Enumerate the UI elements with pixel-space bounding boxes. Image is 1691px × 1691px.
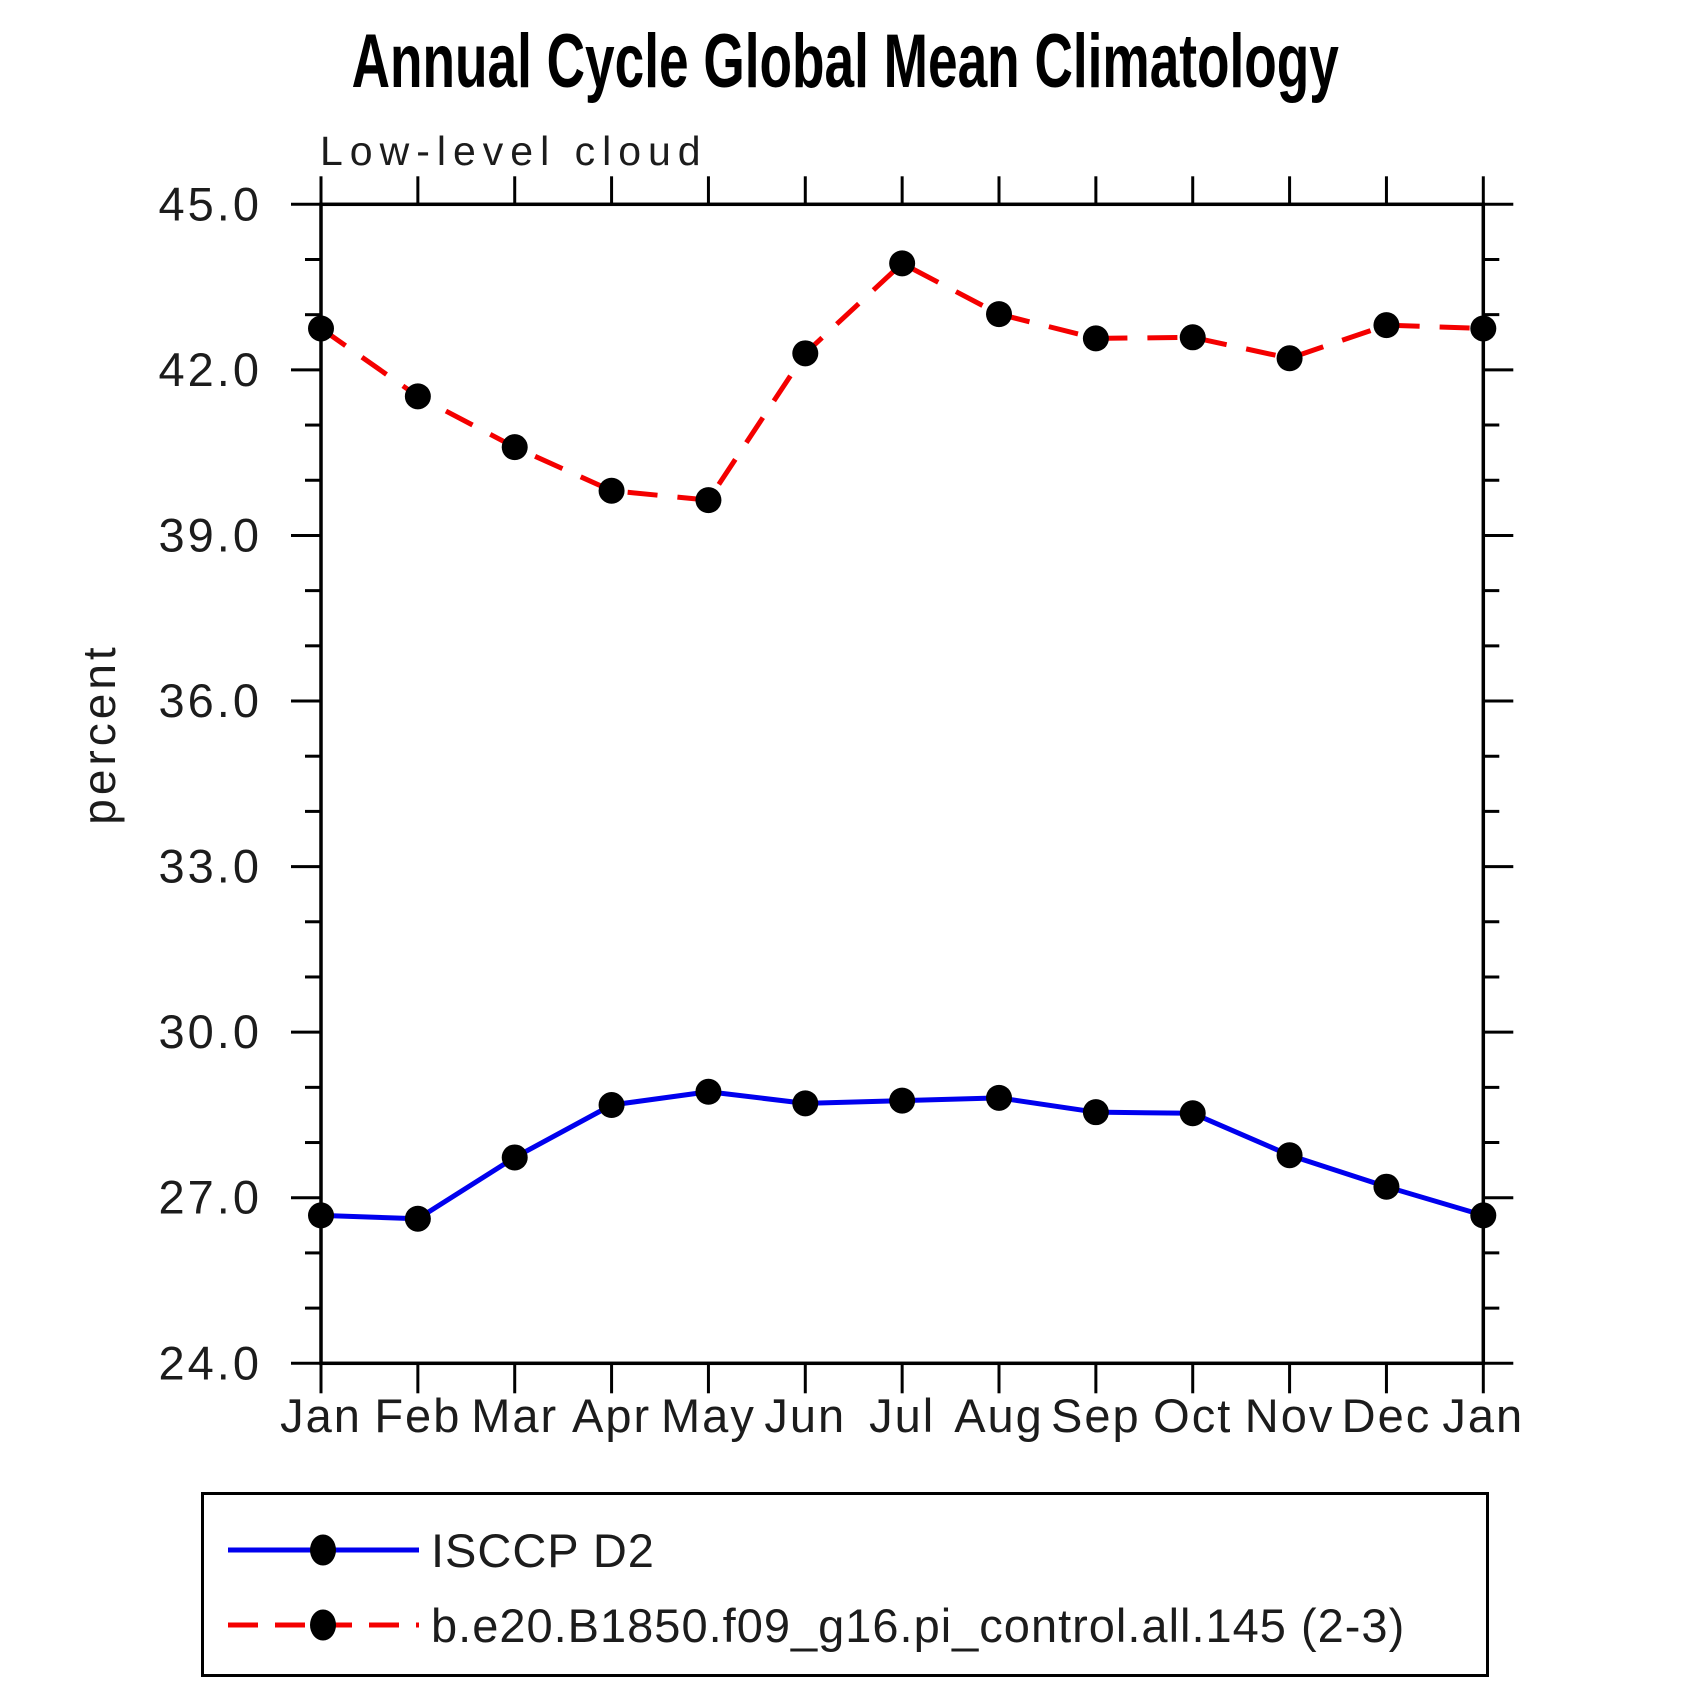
x-tick-label: Aug xyxy=(954,1389,1044,1442)
data-point-marker xyxy=(1373,1173,1400,1200)
data-point-marker xyxy=(792,340,819,367)
data-point-marker xyxy=(1276,1142,1303,1169)
legend-label-isccp-d2: ISCCP D2 xyxy=(431,1523,655,1577)
x-tick-label: Jun xyxy=(764,1389,846,1442)
chart-title-text: Annual Cycle Global Mean Climatology xyxy=(351,19,1340,104)
data-point-marker xyxy=(695,1078,722,1105)
data-point-marker xyxy=(308,1202,334,1229)
data-point-marker xyxy=(501,434,528,461)
chart-title: Annual Cycle Global Mean Climatology xyxy=(0,18,1691,105)
x-tick-label: May xyxy=(661,1389,756,1442)
data-point-marker xyxy=(889,1087,916,1114)
legend-item-model-run: b.e20.B1850.f09_g16.pi_control.all.145 (… xyxy=(204,1599,1405,1652)
data-point-marker xyxy=(404,383,431,410)
x-tick-label: Jan xyxy=(280,1389,362,1442)
y-tick-label: 42.0 xyxy=(159,343,262,396)
legend-label-model-run: b.e20.B1850.f09_g16.pi_control.all.145 (… xyxy=(431,1598,1406,1652)
data-point-marker xyxy=(792,1090,819,1117)
data-point-marker xyxy=(1470,1202,1497,1229)
data-point-marker xyxy=(308,315,334,342)
data-point-marker xyxy=(1470,315,1497,342)
x-tick-label: Sep xyxy=(1051,1389,1141,1442)
data-point-marker xyxy=(986,1084,1013,1111)
legend-line-sample-solid xyxy=(228,1534,419,1566)
legend-line-sample-dashed xyxy=(228,1609,419,1641)
y-tick-label: 45.0 xyxy=(159,177,262,230)
y-axis-title: percent xyxy=(73,643,125,824)
plot-subtitle: Low-level cloud xyxy=(320,128,708,174)
y-tick-label: 36.0 xyxy=(159,674,262,727)
data-point-marker xyxy=(695,487,722,514)
x-tick-label: Feb xyxy=(374,1389,461,1442)
x-tick-label: Apr xyxy=(572,1389,651,1442)
y-tick-label: 24.0 xyxy=(159,1336,262,1389)
chart-legend: ISCCP D2 b.e20.B1850.f09_g16.pi_control.… xyxy=(201,1492,1489,1677)
data-point-marker xyxy=(404,1205,431,1232)
data-point-marker xyxy=(1082,325,1109,352)
x-tick-label: Jan xyxy=(1442,1389,1524,1442)
data-point-marker xyxy=(986,301,1013,328)
legend-marker-dot xyxy=(310,1534,336,1566)
data-point-marker xyxy=(598,1092,625,1119)
data-point-marker xyxy=(598,477,625,504)
x-tick-label: Jul xyxy=(869,1389,935,1442)
data-point-marker xyxy=(1276,345,1303,372)
y-tick-label: 39.0 xyxy=(159,508,262,561)
data-point-marker xyxy=(889,250,916,277)
y-tick-label: 30.0 xyxy=(159,1005,262,1058)
y-tick-label: 33.0 xyxy=(159,840,262,893)
legend-item-isccp-d2: ISCCP D2 xyxy=(204,1524,655,1577)
x-tick-label: Dec xyxy=(1342,1389,1432,1442)
series-line-model-run xyxy=(319,260,1484,503)
legend-marker-dot xyxy=(310,1609,336,1641)
y-tick-label: 27.0 xyxy=(159,1171,262,1224)
plot-frame xyxy=(319,202,1486,1366)
x-tick-label: Mar xyxy=(471,1389,558,1442)
data-point-marker xyxy=(1179,324,1206,351)
x-tick-label: Oct xyxy=(1153,1389,1232,1442)
data-point-marker xyxy=(1179,1100,1206,1127)
data-point-marker xyxy=(501,1144,528,1171)
data-point-marker xyxy=(1373,312,1400,339)
x-tick-label: Nov xyxy=(1245,1389,1335,1442)
data-point-marker xyxy=(1082,1099,1109,1126)
